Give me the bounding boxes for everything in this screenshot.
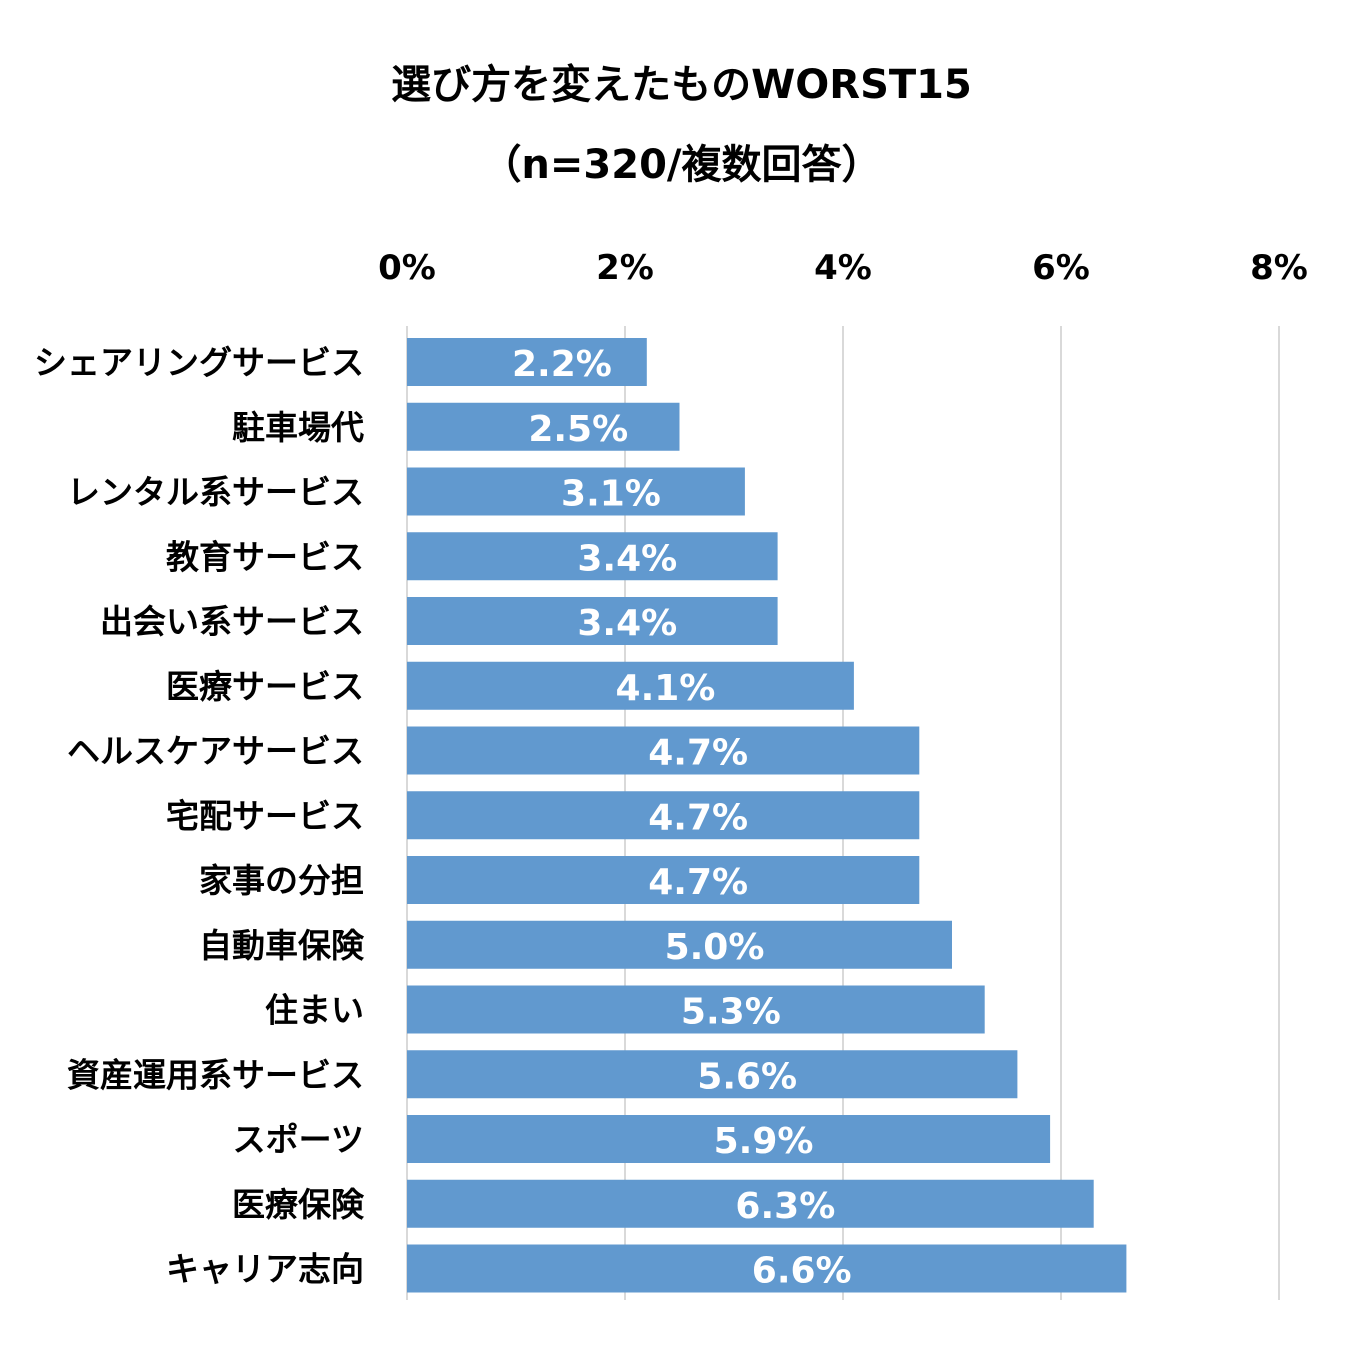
data-label: 4.1% bbox=[616, 668, 716, 709]
data-label: 6.3% bbox=[735, 1186, 835, 1227]
category-label: レンタル系サービス bbox=[67, 473, 364, 512]
x-tick-label: 6% bbox=[1032, 248, 1090, 288]
bar bbox=[407, 1244, 1127, 1293]
bar bbox=[407, 726, 920, 775]
bar bbox=[407, 1050, 1018, 1099]
data-label: 3.4% bbox=[577, 538, 677, 579]
category-label: 医療サービス bbox=[166, 667, 364, 706]
category-label: スポーツ bbox=[233, 1120, 364, 1159]
data-label: 4.7% bbox=[648, 797, 748, 838]
bar bbox=[407, 985, 985, 1034]
category-label: 宅配サービス bbox=[166, 796, 364, 835]
bar bbox=[407, 1115, 1051, 1163]
bar bbox=[407, 661, 854, 710]
category-label: 家事の分担 bbox=[199, 861, 364, 900]
data-label: 5.0% bbox=[665, 927, 765, 968]
category-label: キャリア志向 bbox=[166, 1250, 364, 1289]
data-label: 4.7% bbox=[648, 733, 748, 774]
data-label: 3.4% bbox=[577, 603, 677, 644]
bar bbox=[407, 402, 680, 451]
x-tick-label: 4% bbox=[814, 248, 872, 288]
category-label: 出会い系サービス bbox=[100, 602, 364, 641]
x-tick-label: 2% bbox=[596, 248, 654, 288]
bar bbox=[407, 532, 778, 581]
data-label: 5.3% bbox=[681, 992, 781, 1033]
bar bbox=[407, 338, 647, 386]
category-label: 医療保険 bbox=[232, 1185, 365, 1224]
category-label: ヘルスケアサービス bbox=[67, 732, 364, 771]
data-label: 5.9% bbox=[714, 1121, 814, 1162]
chart-title: 選び方を変えたものWORST15 bbox=[391, 62, 972, 108]
data-label: 2.5% bbox=[528, 409, 628, 450]
category-label: 資産運用系サービス bbox=[67, 1055, 364, 1094]
bar bbox=[407, 920, 952, 969]
x-tick-label: 8% bbox=[1250, 248, 1308, 288]
x-tick-label: 0% bbox=[378, 248, 436, 288]
category-label: 住まい bbox=[265, 991, 364, 1030]
data-label: 6.6% bbox=[752, 1251, 852, 1292]
data-label: 5.6% bbox=[697, 1056, 797, 1097]
category-label: 自動車保険 bbox=[199, 926, 365, 965]
chart-subtitle: （n=320/複数回答） bbox=[481, 142, 882, 188]
bar bbox=[407, 1179, 1094, 1228]
category-label: シェアリングサービス bbox=[34, 343, 364, 382]
bar bbox=[407, 597, 778, 645]
category-label: 教育サービス bbox=[166, 537, 364, 576]
data-label: 4.7% bbox=[648, 862, 748, 903]
data-label: 2.2% bbox=[512, 344, 612, 385]
category-label: 駐車場代 bbox=[232, 408, 364, 447]
bar bbox=[407, 856, 920, 904]
data-label: 3.1% bbox=[561, 474, 661, 515]
bar bbox=[407, 467, 745, 516]
bar bbox=[407, 791, 920, 840]
